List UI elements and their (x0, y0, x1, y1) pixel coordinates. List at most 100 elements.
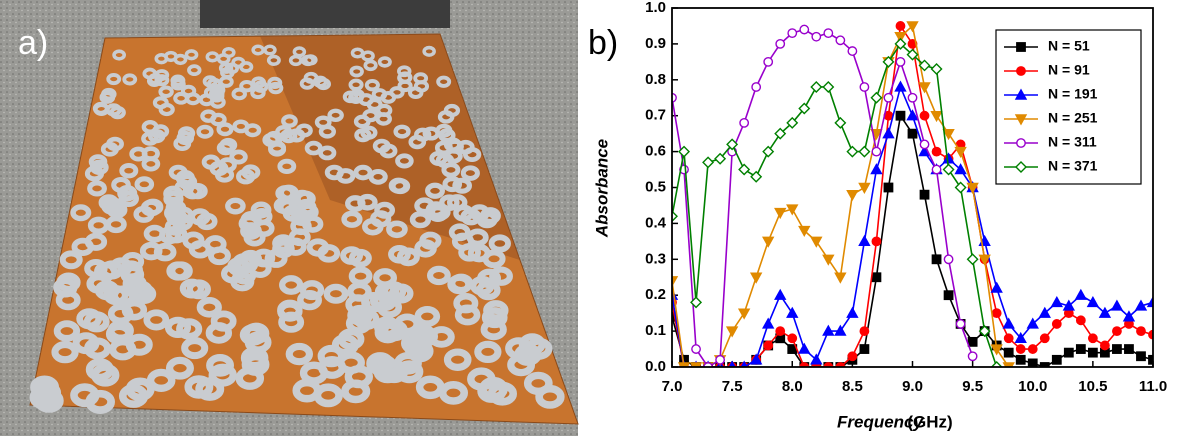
marker (689, 362, 703, 367)
washer (318, 145, 337, 161)
marker (859, 326, 870, 336)
washer (443, 348, 472, 371)
washer (394, 313, 421, 335)
washer (277, 301, 303, 322)
washer (477, 268, 502, 289)
legend-label: N = 51 (1048, 38, 1090, 54)
washer (229, 149, 248, 165)
washer (357, 193, 378, 211)
marker (834, 272, 847, 284)
marker (822, 324, 835, 336)
washer (483, 300, 509, 321)
marker (763, 56, 774, 67)
washer (388, 244, 411, 264)
marker (1015, 344, 1026, 354)
marker (1027, 358, 1038, 367)
washer (169, 261, 193, 281)
washer (435, 153, 455, 169)
marker (715, 354, 725, 365)
x-tick-label: 9.0 (902, 378, 923, 395)
marker (858, 145, 871, 158)
marker (786, 116, 799, 129)
washer (361, 50, 375, 62)
legend-label: N = 191 (1048, 86, 1098, 102)
marker (798, 102, 811, 115)
marker (702, 156, 715, 169)
washer (53, 277, 78, 298)
marker (750, 170, 763, 183)
washer (268, 81, 284, 95)
marker (786, 204, 799, 216)
washer (263, 44, 277, 56)
washer (53, 320, 81, 342)
washer (186, 279, 211, 300)
washer (342, 90, 359, 104)
marker (882, 55, 895, 68)
washer (112, 49, 126, 61)
marker (678, 145, 691, 158)
washer (184, 375, 214, 399)
washer (422, 45, 436, 57)
washer (143, 224, 166, 243)
chart: b) Absorbance Frequency (GHz) 0.0 0.1 0.2 0… (588, 0, 1167, 431)
marker (870, 163, 883, 175)
marker (871, 146, 882, 157)
marker (1075, 315, 1086, 326)
washer (251, 76, 267, 89)
marker (798, 342, 811, 354)
marker (798, 225, 811, 238)
washer (101, 87, 117, 101)
marker (749, 353, 763, 365)
marker (787, 28, 798, 39)
marker (954, 181, 967, 194)
marker (1134, 299, 1148, 311)
washer (142, 67, 158, 80)
marker (1027, 344, 1038, 354)
marker (990, 361, 1003, 367)
washer (70, 204, 92, 222)
washer (303, 54, 318, 66)
marker (942, 128, 955, 141)
washer (177, 126, 196, 141)
washer (317, 244, 341, 263)
washer (173, 53, 188, 66)
marker (943, 290, 954, 301)
washer (349, 65, 364, 78)
marker (834, 116, 847, 129)
washer (474, 340, 502, 364)
washer (323, 283, 349, 304)
marker (691, 344, 701, 354)
washer (361, 292, 387, 313)
washer (314, 115, 332, 130)
washer (448, 223, 471, 242)
marker (906, 21, 919, 33)
washer (158, 102, 175, 117)
marker (967, 351, 978, 362)
marker (1086, 295, 1100, 308)
washer (297, 289, 322, 311)
marker (906, 109, 919, 121)
washer (353, 164, 373, 181)
marker (672, 92, 677, 103)
washer (106, 72, 122, 86)
marker (739, 117, 750, 128)
washer (83, 311, 110, 333)
washer (251, 44, 265, 56)
marker (1122, 310, 1136, 322)
washer (206, 77, 222, 91)
marker (990, 344, 1003, 356)
washer (414, 239, 437, 258)
marker (1148, 329, 1153, 340)
washer (439, 194, 460, 212)
marker (990, 281, 1003, 293)
legend-marker (1015, 161, 1027, 173)
washer (118, 190, 139, 208)
marker (894, 37, 907, 50)
washer (51, 341, 79, 364)
legend-marker (1014, 88, 1028, 100)
marker (895, 56, 906, 67)
marker (931, 164, 942, 175)
washer (87, 180, 107, 197)
marker (858, 234, 871, 247)
washer (236, 168, 256, 185)
